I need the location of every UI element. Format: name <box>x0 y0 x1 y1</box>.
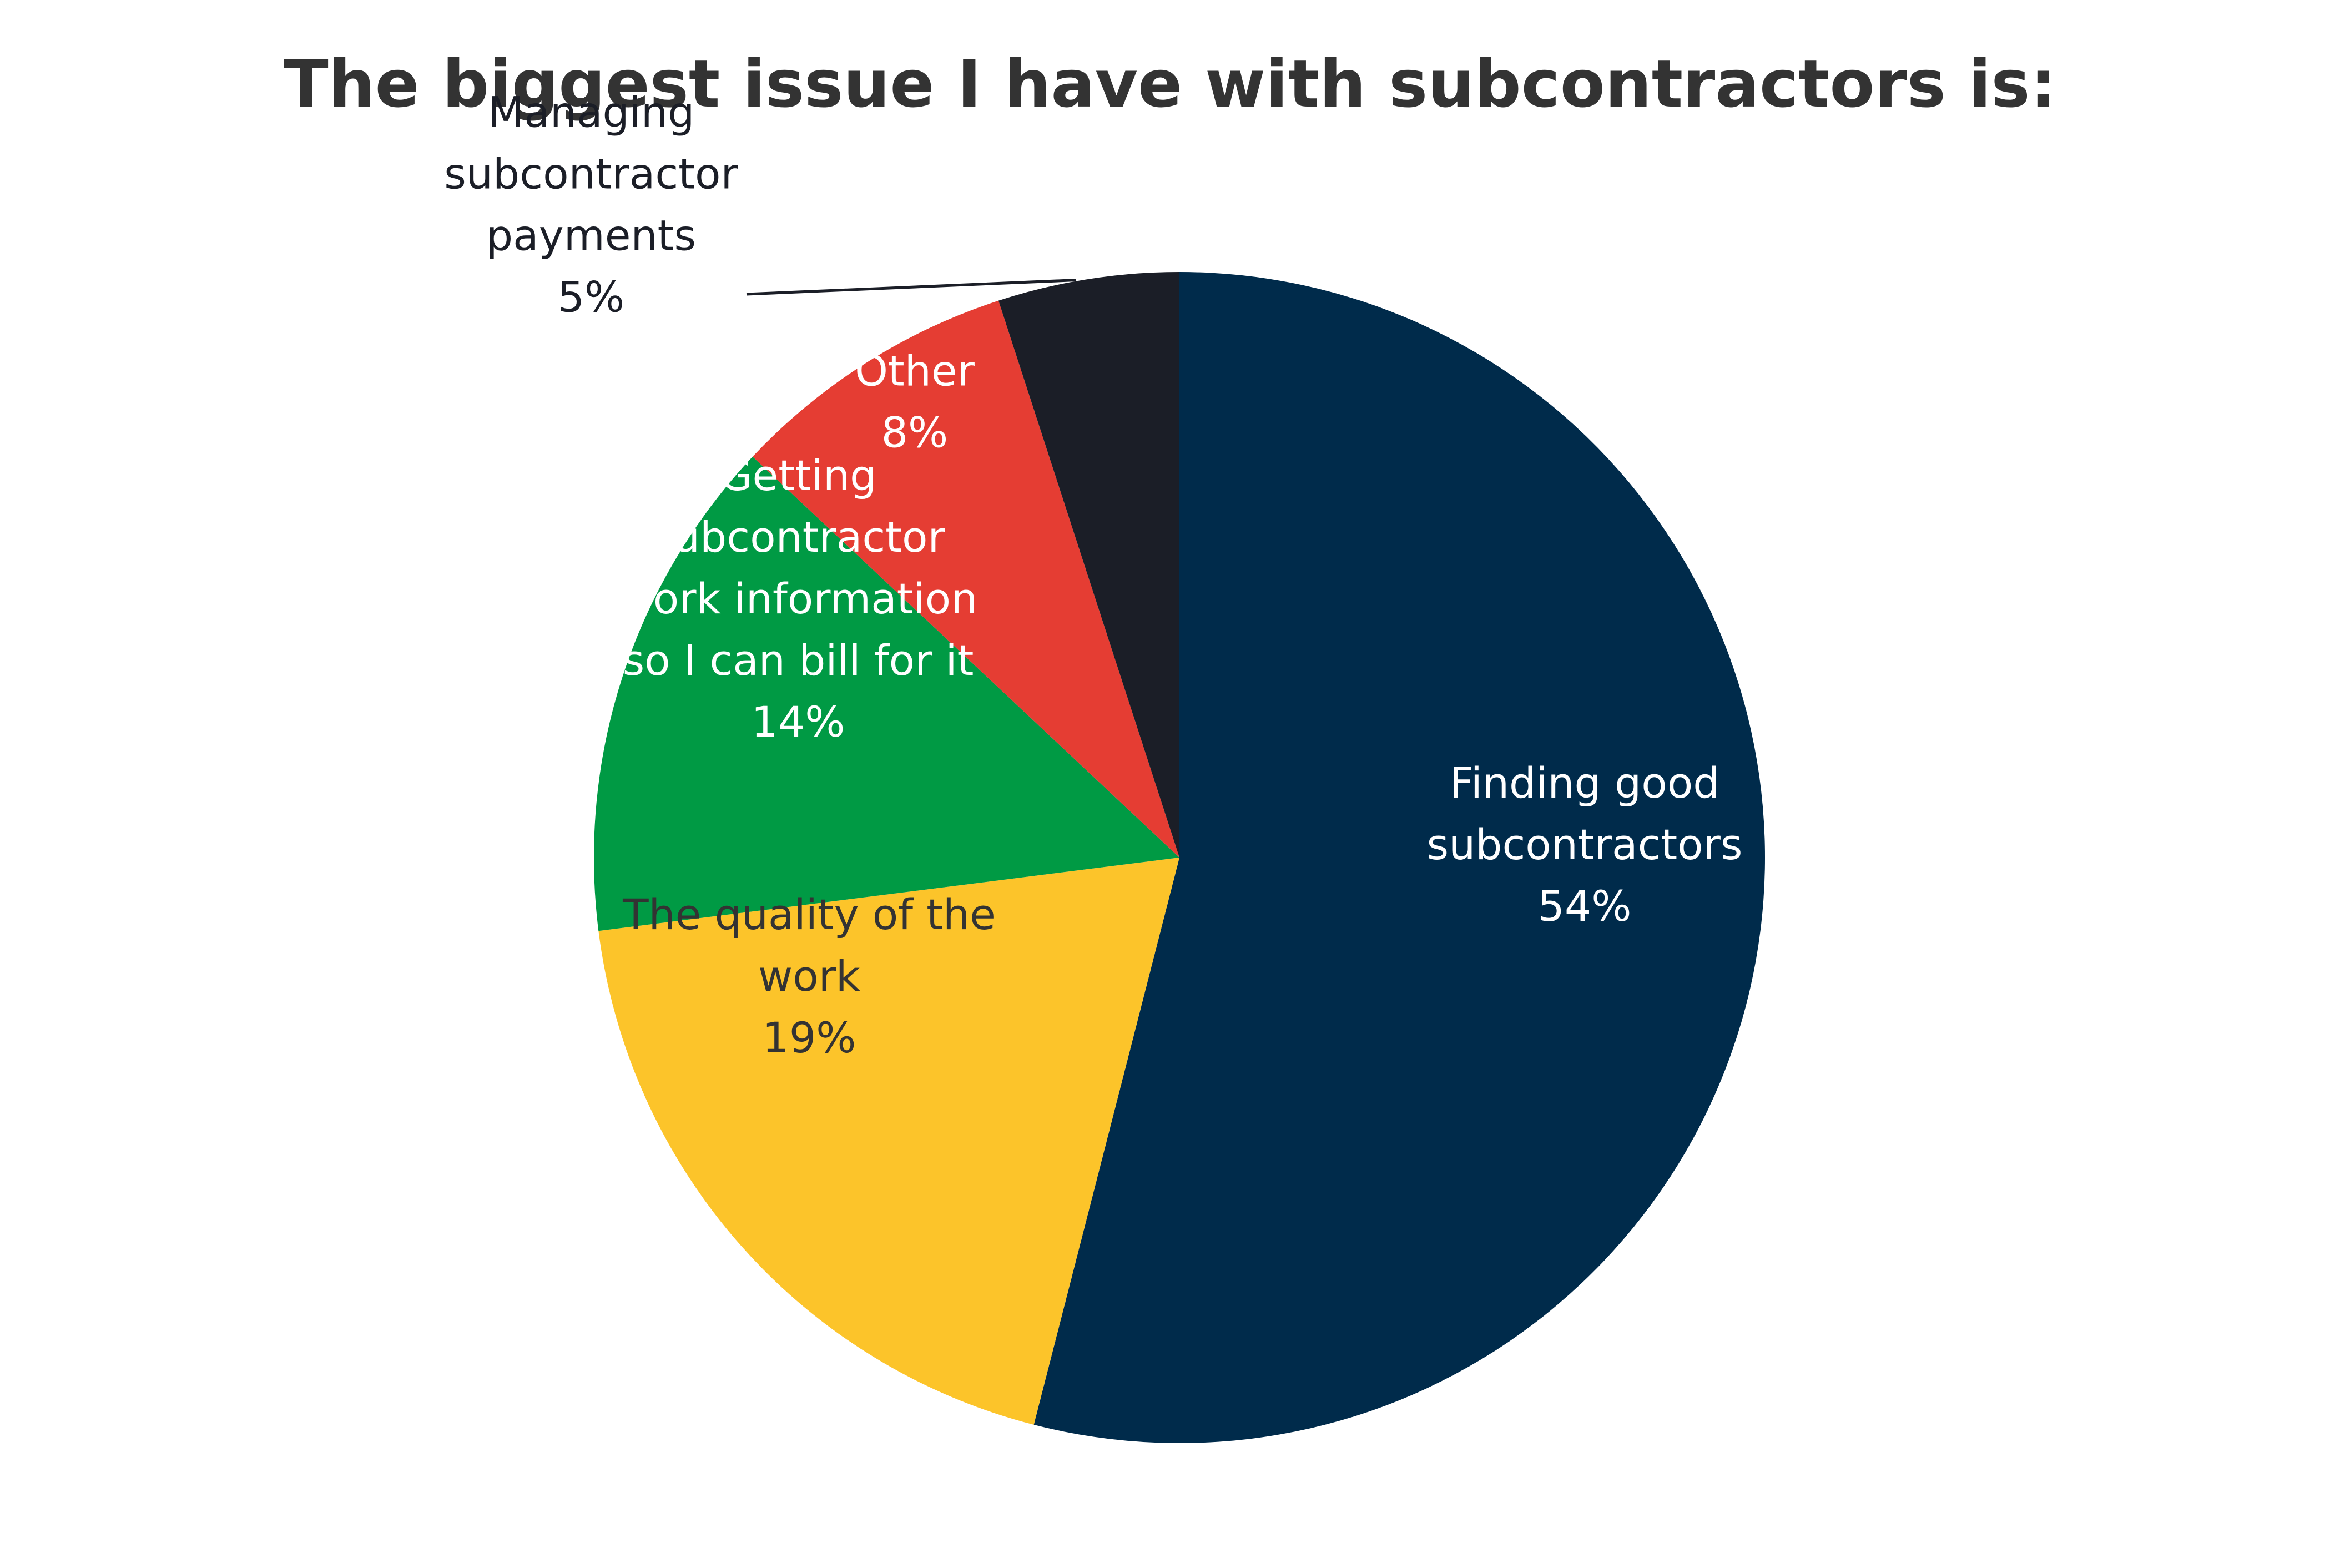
slice-label-line: The quality of the <box>622 890 996 939</box>
pie-slice <box>1033 272 1766 1443</box>
slice-label: Getting subcontractor work information so I… <box>619 451 978 747</box>
slice-value-label: 19% <box>763 1013 856 1062</box>
slice-labels: Finding good subcontractors 54% The quality… <box>444 88 1742 1063</box>
slice-value-label: 5% <box>558 273 625 322</box>
slice-label-line: so I can bill for it <box>623 636 974 685</box>
slice-label-line: payments <box>486 211 696 260</box>
slice-label-line: subcontractors <box>1427 820 1743 869</box>
slice-value-label: 8% <box>881 408 949 457</box>
slice-label: The quality of the work 19% <box>622 890 996 1062</box>
pie-slice <box>593 456 1179 931</box>
slice-label-line: work <box>758 951 860 1001</box>
pie-slice <box>752 300 1179 858</box>
slice-label-line: Managing <box>488 88 695 137</box>
pie-slice <box>998 272 1179 858</box>
slice-label-line: work information <box>619 574 978 623</box>
slice-label-line: Getting <box>720 451 877 500</box>
leader-line <box>746 279 1076 296</box>
slice-value-label: 14% <box>752 697 845 747</box>
slice-label-line: Finding good <box>1450 758 1720 808</box>
slice-value-label: 54% <box>1538 881 1632 931</box>
slice-label: Managing subcontractor payments 5% <box>444 88 738 322</box>
slice-label: Finding good subcontractors 54% <box>1427 758 1743 931</box>
slice-label-line: subcontractor <box>651 512 945 562</box>
slice-label-line: Other <box>855 346 975 396</box>
slice-label: Other 8% <box>855 346 975 457</box>
pie-slice <box>598 858 1179 1425</box>
slice-label-line: subcontractor <box>444 149 738 199</box>
chart-title: The biggest issue I have with subcontrac… <box>284 46 2056 122</box>
pie-slices <box>593 272 1766 1443</box>
